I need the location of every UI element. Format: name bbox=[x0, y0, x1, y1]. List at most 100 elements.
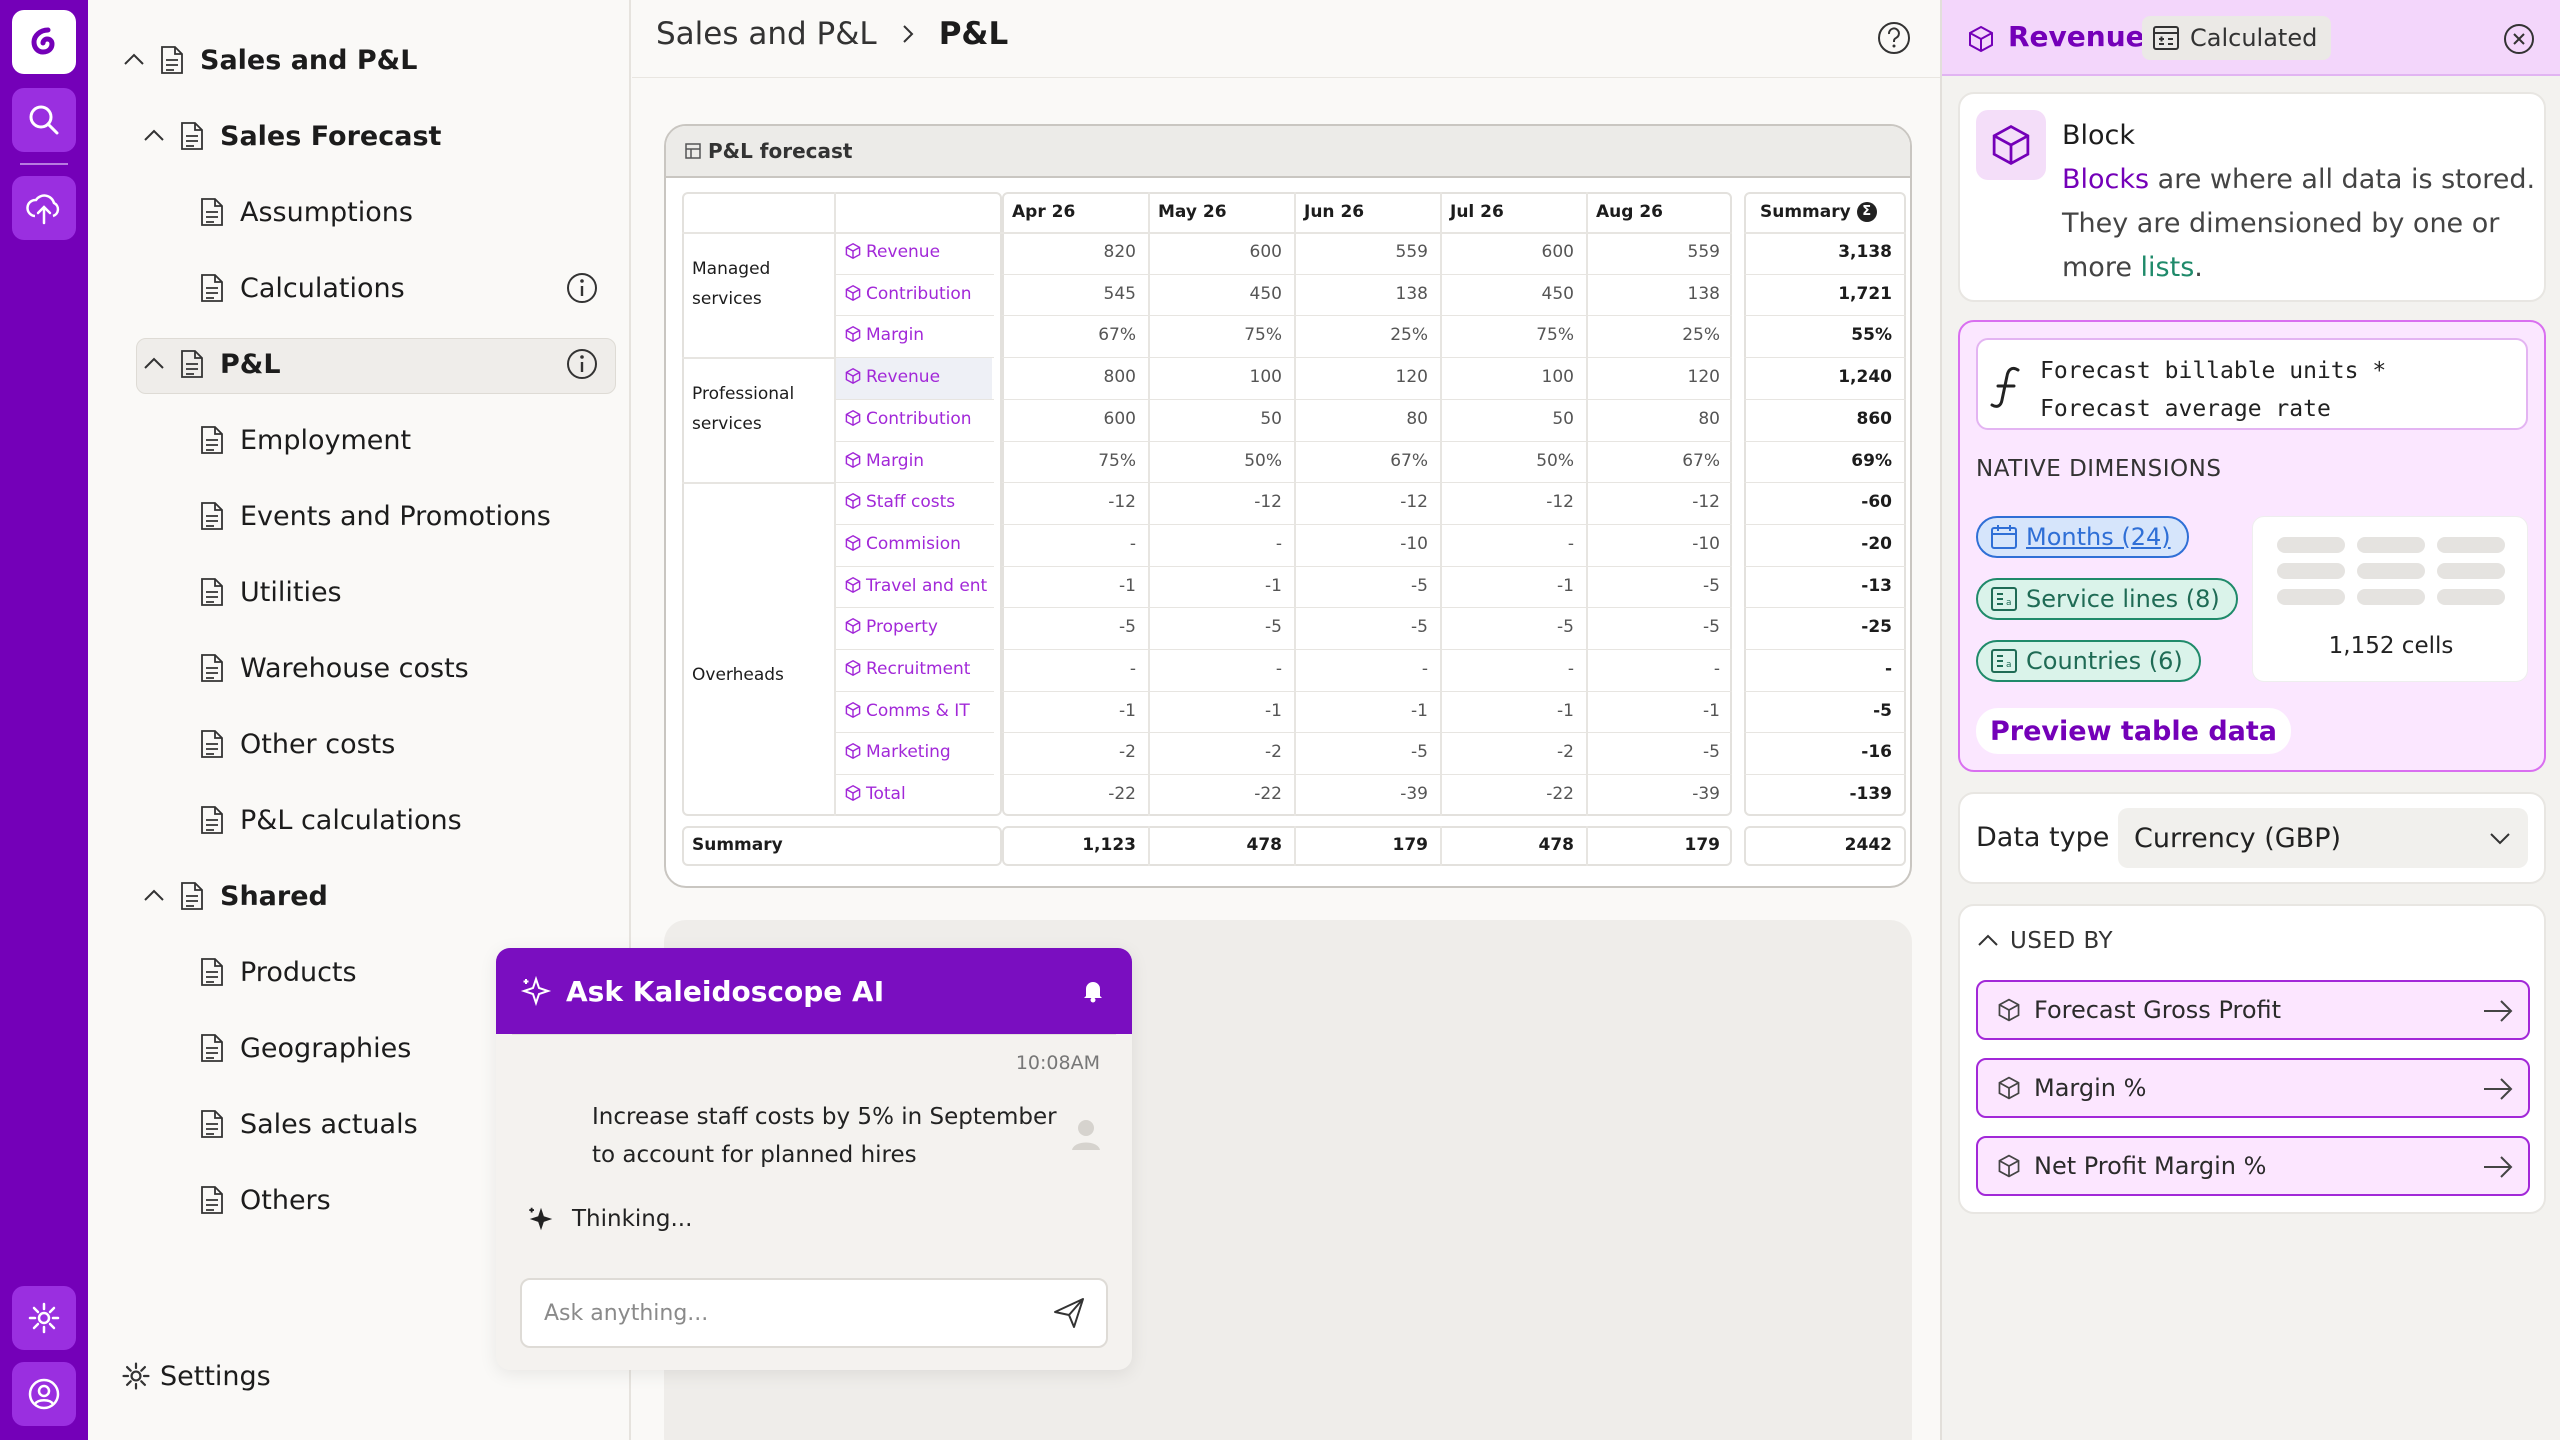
used-by-item[interactable]: Net Profit Margin % bbox=[1976, 1136, 2530, 1196]
help-icon[interactable] bbox=[1876, 20, 1912, 56]
table-cell[interactable]: 450 bbox=[1541, 283, 1574, 304]
nav-item-shared[interactable]: Shared bbox=[180, 874, 328, 918]
table-cell[interactable]: 820 bbox=[1103, 242, 1136, 262]
bell-icon[interactable] bbox=[1080, 978, 1106, 1004]
close-icon[interactable] bbox=[2502, 22, 2536, 56]
table-cell[interactable]: 450 bbox=[1249, 283, 1282, 304]
table-cell[interactable]: -2 bbox=[1557, 742, 1574, 763]
nav-item-utilities[interactable]: Utilities bbox=[200, 570, 342, 614]
nav-item-sales-forecast[interactable]: Sales Forecast bbox=[180, 114, 441, 158]
table-cell[interactable]: 600 bbox=[1103, 408, 1136, 429]
table-cell[interactable]: 80 bbox=[1698, 408, 1720, 429]
table-cell[interactable]: -39 bbox=[1400, 784, 1428, 805]
table-cell[interactable]: 50 bbox=[1552, 408, 1574, 429]
table-cell[interactable]: 67% bbox=[1682, 450, 1720, 471]
column-header[interactable]: Jun 26 bbox=[1304, 202, 1365, 222]
column-header[interactable]: May 26 bbox=[1158, 202, 1227, 222]
upload-button[interactable] bbox=[12, 176, 76, 240]
table-cell[interactable]: 545 bbox=[1103, 283, 1136, 304]
table-cell[interactable]: 67% bbox=[1390, 450, 1428, 471]
column-header[interactable]: Aug 26 bbox=[1596, 202, 1664, 222]
table-cell[interactable]: -10 bbox=[1400, 533, 1428, 554]
collapse-toggle[interactable] bbox=[142, 884, 166, 908]
row-label[interactable]: Total bbox=[844, 784, 992, 804]
row-label[interactable]: Property bbox=[844, 617, 992, 637]
row-label[interactable]: Staff costs bbox=[844, 492, 992, 512]
profile-button[interactable] bbox=[12, 1362, 76, 1426]
row-label[interactable]: Marketing bbox=[844, 742, 992, 762]
table-cell[interactable]: - bbox=[1129, 533, 1136, 554]
table-cell[interactable]: 75% bbox=[1098, 450, 1136, 471]
table-cell[interactable]: -1 bbox=[1119, 575, 1136, 596]
chevron-up-icon[interactable] bbox=[142, 352, 166, 376]
table-cell[interactable]: -2 bbox=[1265, 742, 1282, 763]
table-cell[interactable]: -12 bbox=[1254, 492, 1282, 513]
dimension-service-lines[interactable]: a Service lines (8) bbox=[1976, 578, 2238, 620]
breadcrumb-parent[interactable]: Sales and P&L bbox=[656, 16, 877, 52]
summary-header[interactable]: Summary Σ bbox=[1760, 202, 1892, 222]
table-cell[interactable]: 100 bbox=[1541, 367, 1574, 388]
row-label[interactable]: Recruitment bbox=[844, 659, 992, 679]
table-cell[interactable]: 75% bbox=[1244, 325, 1282, 346]
table-cell[interactable]: -1 bbox=[1557, 700, 1574, 721]
row-label[interactable]: Revenue bbox=[844, 242, 992, 262]
row-label[interactable]: Contribution bbox=[844, 409, 992, 429]
used-by-item[interactable]: Forecast Gross Profit bbox=[1976, 980, 2530, 1040]
table-cell[interactable]: -5 bbox=[1119, 617, 1136, 638]
table-cell[interactable]: -5 bbox=[1703, 617, 1720, 638]
row-label[interactable]: Revenue bbox=[844, 367, 992, 387]
settings-rail-button[interactable] bbox=[12, 1286, 76, 1350]
table-cell[interactable]: 100 bbox=[1249, 367, 1282, 388]
table-cell[interactable]: 80 bbox=[1406, 408, 1428, 429]
nav-item-employment[interactable]: Employment bbox=[200, 418, 411, 462]
info-button[interactable] bbox=[566, 272, 598, 304]
table-cell[interactable]: -5 bbox=[1557, 617, 1574, 638]
table-cell[interactable]: - bbox=[1421, 659, 1428, 679]
lists-link[interactable]: lists bbox=[2140, 252, 2195, 283]
table-cell[interactable]: -1 bbox=[1265, 575, 1282, 596]
row-label[interactable]: Margin bbox=[844, 451, 992, 471]
table-cell[interactable]: -22 bbox=[1546, 784, 1574, 805]
table-cell[interactable]: 67% bbox=[1098, 325, 1136, 346]
table-cell[interactable]: -10 bbox=[1692, 533, 1720, 554]
column-header[interactable]: Jul 26 bbox=[1450, 202, 1504, 222]
table-cell[interactable]: -22 bbox=[1254, 784, 1282, 805]
table-cell[interactable]: - bbox=[1275, 533, 1282, 554]
table-cell[interactable]: -1 bbox=[1119, 700, 1136, 721]
table-cell[interactable]: -1 bbox=[1411, 700, 1428, 721]
table-cell[interactable]: -5 bbox=[1411, 575, 1428, 596]
collapse-toggle[interactable] bbox=[122, 48, 146, 72]
data-type-select[interactable]: Currency (GBP) bbox=[2118, 808, 2528, 868]
table-cell[interactable]: -12 bbox=[1546, 492, 1574, 513]
table-cell[interactable]: 25% bbox=[1682, 325, 1720, 346]
table-cell[interactable]: - bbox=[1713, 659, 1720, 679]
formula-box[interactable]: Forecast billable units * Forecast avera… bbox=[1976, 338, 2528, 430]
row-label[interactable]: Commision bbox=[844, 534, 992, 554]
nav-item-p-l[interactable]: P&L bbox=[180, 342, 281, 386]
collapse-toggle[interactable] bbox=[142, 124, 166, 148]
table-cell[interactable]: 120 bbox=[1687, 367, 1720, 388]
nav-item-products[interactable]: Products bbox=[200, 950, 357, 994]
nav-item-geographies[interactable]: Geographies bbox=[200, 1026, 411, 1070]
table-cell[interactable]: 800 bbox=[1103, 367, 1136, 388]
nav-item-warehouse-costs[interactable]: Warehouse costs bbox=[200, 646, 469, 690]
chevron-up-icon[interactable] bbox=[142, 124, 166, 148]
table-cell[interactable]: 138 bbox=[1395, 283, 1428, 304]
nav-item-sales-and-p-l[interactable]: Sales and P&L bbox=[160, 38, 417, 82]
table-cell[interactable]: -2 bbox=[1119, 742, 1136, 763]
dimension-months[interactable]: Months (24) bbox=[1976, 516, 2189, 558]
table-cell[interactable]: -12 bbox=[1692, 492, 1720, 513]
table-cell[interactable]: 25% bbox=[1390, 325, 1428, 346]
used-by-item[interactable]: Margin % bbox=[1976, 1058, 2530, 1118]
table-cell[interactable]: -1 bbox=[1703, 700, 1720, 721]
chat-input[interactable]: Ask anything... bbox=[520, 1278, 1108, 1348]
table-cell[interactable]: -5 bbox=[1703, 575, 1720, 596]
table-cell[interactable]: - bbox=[1275, 659, 1282, 679]
chevron-up-icon[interactable] bbox=[142, 884, 166, 908]
preview-table-data-button[interactable]: Preview table data bbox=[1976, 708, 2292, 754]
table-cell[interactable]: -5 bbox=[1411, 617, 1428, 638]
nav-item-calculations[interactable]: Calculations bbox=[200, 266, 405, 310]
table-cell[interactable]: -12 bbox=[1400, 492, 1428, 513]
search-button[interactable] bbox=[12, 88, 76, 152]
table-cell[interactable]: -39 bbox=[1692, 784, 1720, 805]
